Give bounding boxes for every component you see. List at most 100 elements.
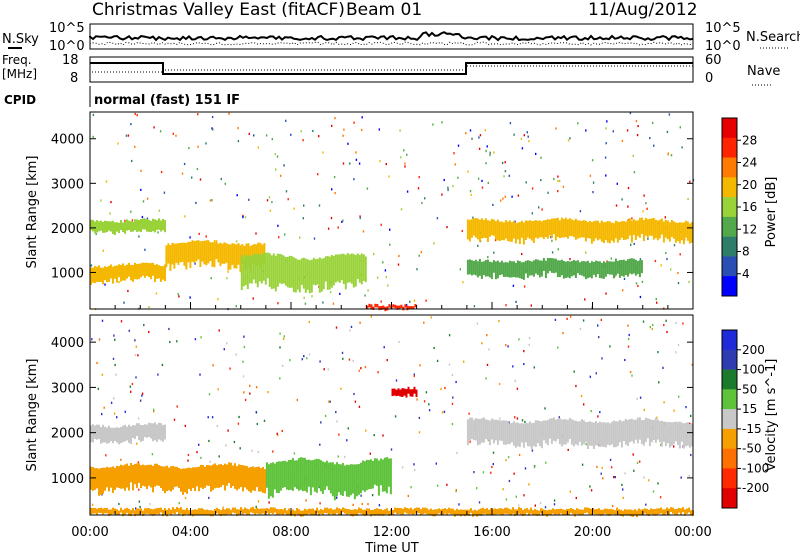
data-cell — [100, 468, 102, 495]
noise-cell — [365, 429, 367, 432]
data-cell — [176, 507, 178, 513]
data-cell — [273, 463, 276, 490]
noise-cell — [268, 501, 270, 504]
data-cell — [276, 253, 279, 287]
data-cell — [142, 262, 144, 276]
noise-cell — [319, 360, 321, 363]
noise-cell — [327, 227, 330, 230]
data-cell — [363, 461, 366, 492]
data-cell — [310, 259, 313, 293]
noise-cell — [490, 471, 492, 474]
noise-cell — [632, 154, 634, 157]
noise-cell — [208, 496, 210, 499]
data-cell — [620, 221, 623, 238]
data-cell — [100, 220, 102, 231]
noise-cell — [606, 120, 608, 123]
noise-cell — [633, 171, 636, 174]
data-cell — [596, 220, 599, 241]
noise-cell — [104, 283, 106, 286]
data-cell — [628, 419, 631, 443]
noise-cell — [125, 134, 128, 137]
noise-cell — [317, 173, 319, 176]
data-cell — [660, 218, 663, 235]
noise-cell — [342, 219, 344, 222]
noise-cell — [585, 443, 587, 446]
data-cell — [347, 464, 350, 497]
data-cell — [352, 254, 355, 288]
data-cell — [514, 509, 516, 516]
noise-cell — [271, 138, 273, 141]
noise-cell — [417, 187, 420, 190]
data-cell — [164, 508, 166, 514]
data-cell — [180, 507, 182, 514]
data-cell — [662, 509, 664, 515]
data-cell — [216, 465, 218, 488]
data-cell — [532, 510, 534, 516]
noise-cell — [398, 254, 400, 258]
noise-cell — [358, 405, 361, 408]
data-cell — [92, 424, 94, 443]
data-cell — [270, 255, 273, 289]
noise-cell — [312, 129, 314, 133]
noise-cell — [289, 359, 291, 362]
noise-cell — [168, 327, 170, 331]
data-cell — [170, 509, 172, 515]
noise-cell — [621, 198, 623, 201]
noise-cell — [131, 219, 134, 222]
data-cell — [274, 507, 276, 513]
noise-cell — [358, 162, 361, 165]
noise-cell — [633, 242, 635, 245]
noise-cell — [494, 239, 497, 242]
data-cell — [664, 421, 667, 446]
data-cell — [574, 218, 577, 240]
data-cell — [418, 507, 420, 514]
data-cell — [196, 467, 198, 487]
data-cell — [188, 467, 190, 489]
data-cell — [604, 262, 607, 277]
data-cell — [582, 509, 584, 515]
noise-cell — [632, 453, 634, 456]
noise-cell — [266, 199, 269, 202]
data-cell — [192, 509, 194, 517]
noise-cell — [323, 368, 325, 371]
data-cell — [500, 221, 503, 241]
data-cell — [336, 507, 338, 514]
noise-cell — [523, 363, 525, 366]
data-cell — [116, 427, 118, 443]
nsky-tick-bottom: 10^0 — [49, 39, 85, 54]
data-cell — [104, 507, 106, 514]
data-cell — [668, 421, 671, 448]
data-cell — [258, 466, 260, 492]
data-cell — [470, 260, 473, 276]
data-cell — [281, 461, 284, 488]
noise-cell — [581, 463, 584, 466]
noise-cell — [243, 335, 245, 338]
data-cell — [568, 417, 571, 439]
data-cell — [415, 389, 418, 397]
data-cell — [630, 258, 633, 275]
data-cell — [378, 509, 380, 516]
noise-cell — [633, 469, 635, 472]
noise-cell — [660, 443, 662, 446]
noise-cell — [433, 346, 435, 350]
data-cell — [522, 423, 525, 448]
data-cell — [262, 508, 264, 514]
data-cell — [164, 424, 166, 440]
data-cell — [482, 219, 485, 238]
data-cell — [228, 462, 230, 484]
noise-cell — [117, 142, 119, 145]
data-cell — [518, 261, 521, 279]
data-cell — [668, 508, 670, 516]
noise-cell — [275, 168, 277, 171]
data-cell — [498, 420, 501, 441]
data-cell — [323, 462, 326, 490]
colorbar-segment — [722, 428, 737, 449]
data-cell — [313, 459, 316, 492]
noise-cell — [257, 450, 259, 454]
data-cell — [146, 465, 148, 489]
data-cell — [540, 260, 543, 277]
noise-cell — [557, 180, 559, 183]
noise-cell — [523, 285, 526, 288]
data-cell — [654, 417, 657, 443]
data-cell — [187, 241, 190, 263]
